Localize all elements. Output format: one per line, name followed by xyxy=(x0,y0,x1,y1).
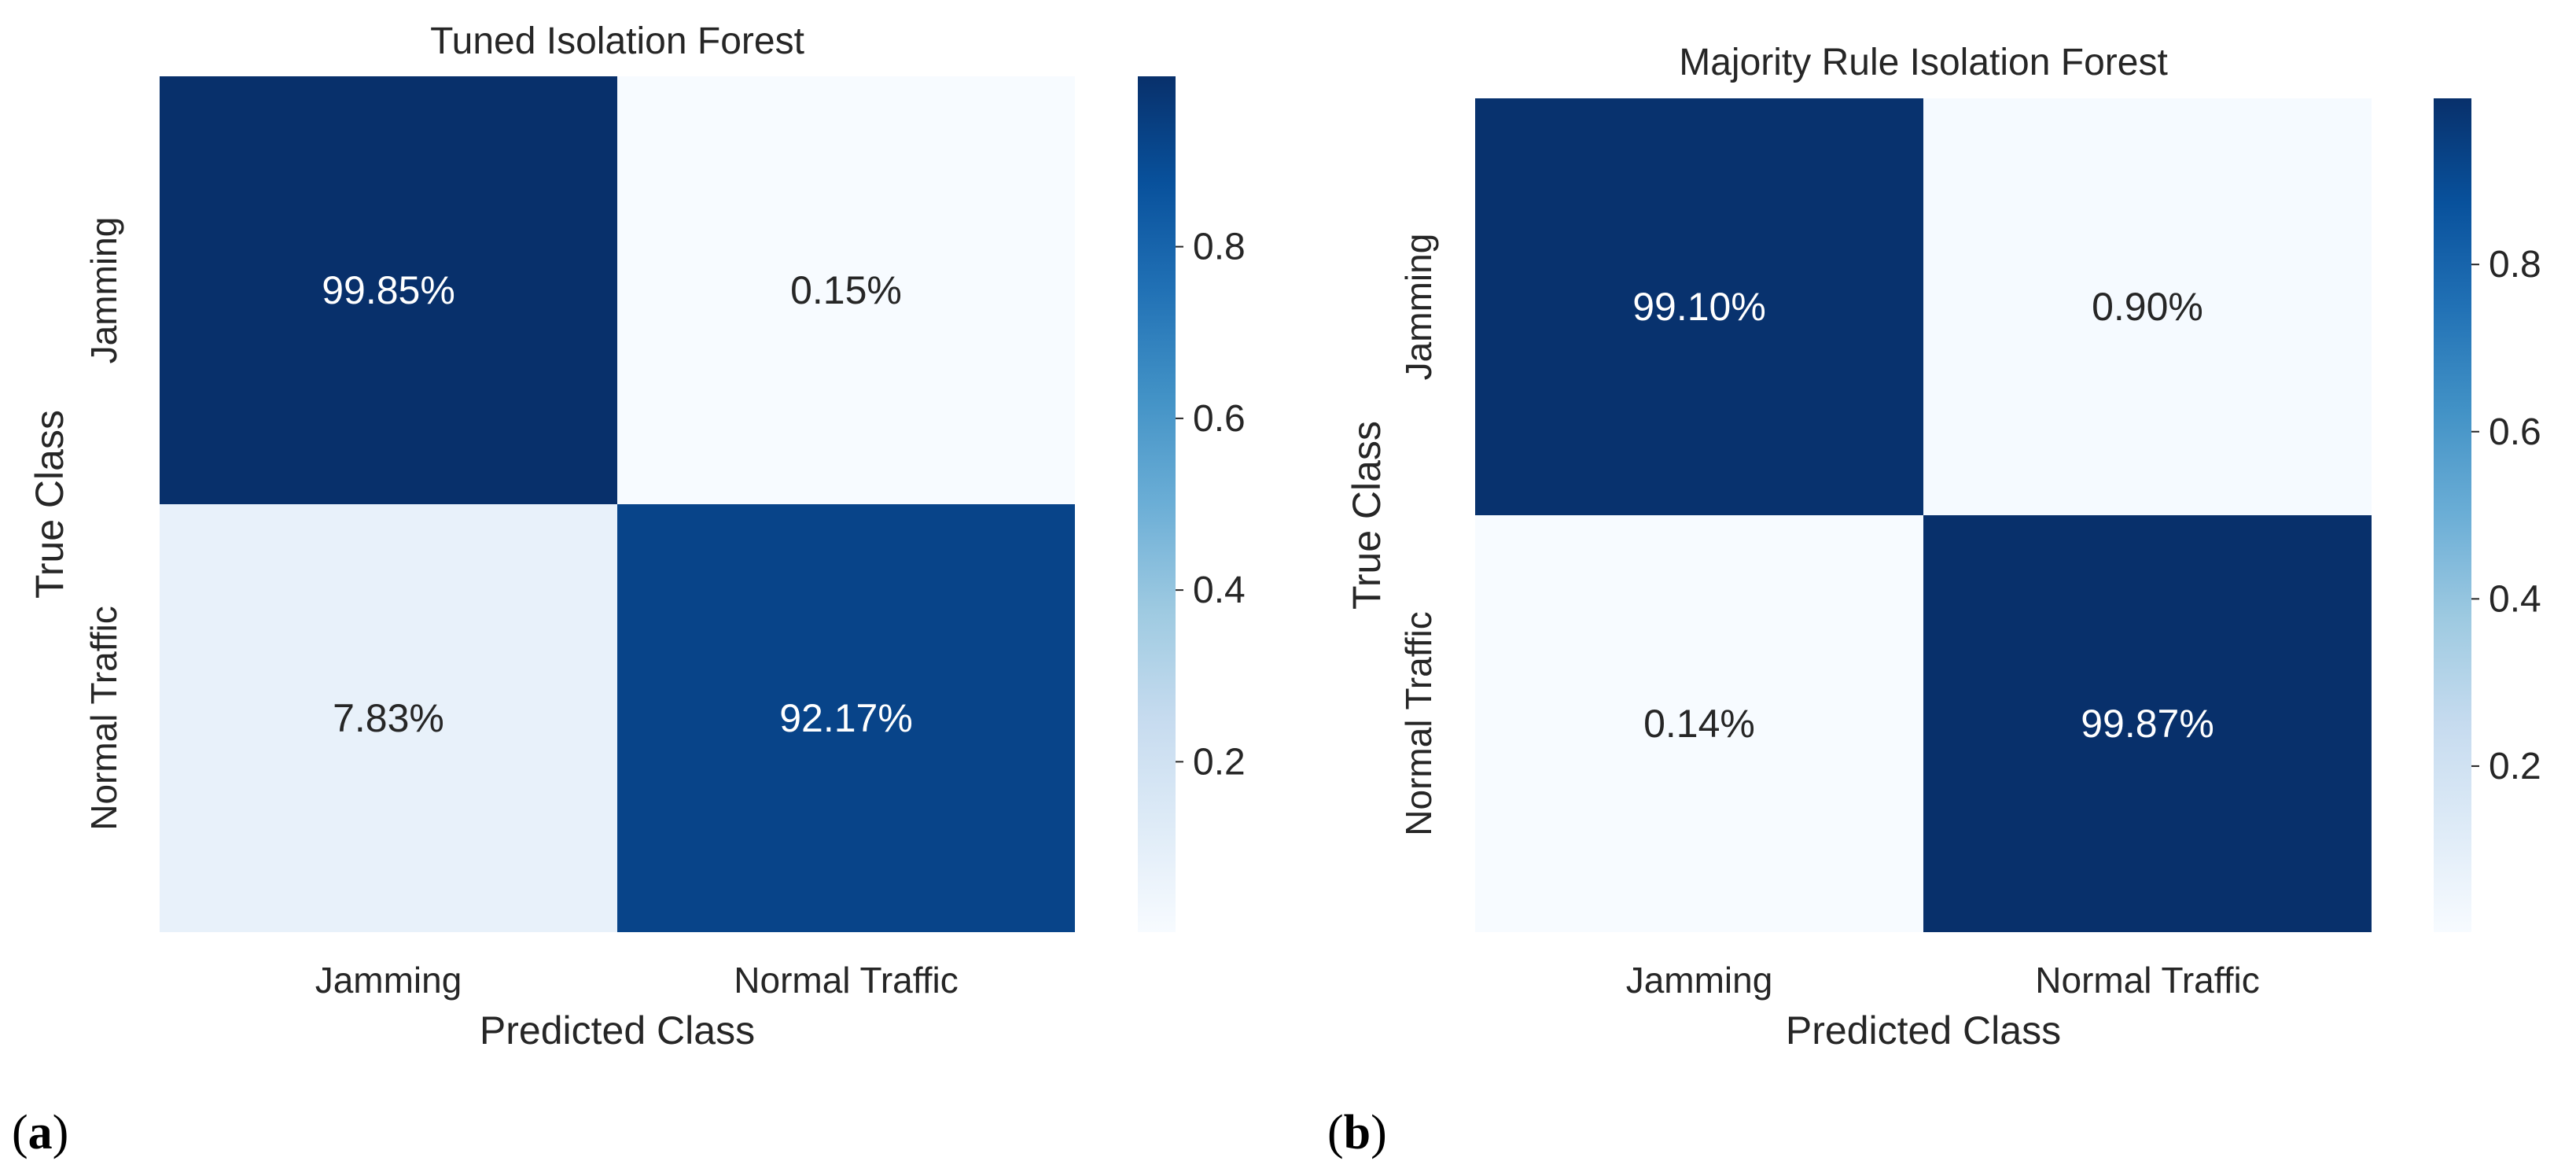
panel-label: (a) xyxy=(12,1106,68,1159)
cell-value-label: 0.90% xyxy=(2092,285,2203,329)
cell-value-label: 99.10% xyxy=(1632,285,1766,329)
heatmap-cell xyxy=(1475,98,1923,515)
heatmap-cell xyxy=(160,76,617,504)
colorbar xyxy=(1138,76,1176,932)
colorbar-tick-label: 0.4 xyxy=(1193,570,1246,611)
x-tick-label: Normal Traffic xyxy=(2035,960,2259,1001)
colorbar-tick-label: 0.2 xyxy=(2489,746,2541,787)
x-tick-label: Jamming xyxy=(1626,960,1773,1001)
cell-value-label: 7.83% xyxy=(333,696,444,740)
cell-value-label: 99.85% xyxy=(322,268,455,312)
heatmap-panel-2: 99.10% 0.90% 0.14% 99.87% Majority Rule Isol… xyxy=(1327,42,2541,1159)
colorbar-tick-label: 0.2 xyxy=(1193,741,1246,783)
heatmap-panel-1: 99.85% 0.15% 7.83% 92.17% Tuned Isolation Fo… xyxy=(12,20,1246,1159)
colorbar xyxy=(2434,98,2471,932)
x-tick-label: Normal Traffic xyxy=(734,960,958,1001)
heatmap-cell xyxy=(617,76,1075,504)
chart-title: Tuned Isolation Forest xyxy=(430,20,804,62)
heatmap-cell xyxy=(617,504,1075,932)
x-axis-label: Predicted Class xyxy=(480,1008,755,1053)
y-tick-label: Normal Traffic xyxy=(1398,611,1439,835)
y-tick-label: Jamming xyxy=(83,217,124,364)
cell-value-label: 99.87% xyxy=(2081,702,2214,746)
colorbar-tick-label: 0.6 xyxy=(2489,411,2541,453)
colorbar-tick-label: 0.8 xyxy=(2489,244,2541,286)
heatmap-cell xyxy=(1475,515,1923,932)
x-tick-label: Jamming xyxy=(315,960,462,1001)
y-tick-label: Normal Traffic xyxy=(83,606,124,830)
panel-label: (b) xyxy=(1327,1106,1387,1159)
heatmap-cell xyxy=(160,504,617,932)
heatmap-cell xyxy=(1923,98,2372,515)
cell-value-label: 92.17% xyxy=(779,696,913,740)
colorbar-tick-label: 0.8 xyxy=(1193,227,1246,268)
cell-value-label: 0.15% xyxy=(790,268,902,312)
heatmap-cell xyxy=(1923,515,2372,932)
colorbar-tick-label: 0.6 xyxy=(1193,398,1246,440)
y-axis-label: True Class xyxy=(1345,421,1389,610)
chart-title: Majority Rule Isolation Forest xyxy=(1679,42,2168,83)
colorbar-tick-label: 0.4 xyxy=(2489,578,2541,620)
cell-value-label: 0.14% xyxy=(1643,702,1755,746)
y-tick-label: Jamming xyxy=(1398,234,1439,381)
y-axis-label: True Class xyxy=(28,410,72,599)
x-axis-label: Predicted Class xyxy=(1786,1008,2061,1053)
